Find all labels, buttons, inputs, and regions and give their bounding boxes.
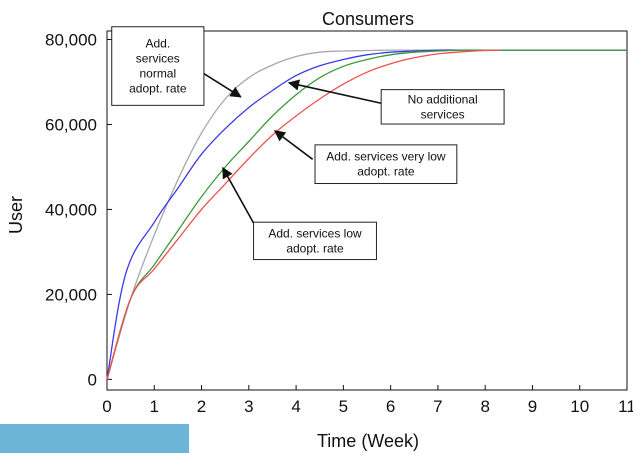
annotation-text: services — [136, 52, 180, 66]
annotation-text: Add. services low — [268, 226, 362, 240]
x-tick-label: 5 — [339, 397, 348, 416]
y-tick-label: 40,000 — [45, 200, 97, 219]
x-tick-label: 1 — [150, 397, 159, 416]
y-tick-label: 80,000 — [45, 30, 97, 49]
chart-title: Consumers — [322, 9, 414, 29]
annotation-frame — [111, 26, 205, 106]
annotation-arrow — [273, 130, 314, 160]
x-tick-label: 8 — [480, 397, 489, 416]
series-line-4 — [106, 49, 500, 380]
x-axis-ticks: 0 1 2 3 4 5 6 7 8 9 10 11 — [102, 385, 633, 416]
y-axis-title: User — [6, 196, 26, 234]
x-tick-label: 9 — [528, 397, 537, 416]
blue-footer-bar — [0, 424, 189, 453]
x-tick-label: 3 — [244, 397, 253, 416]
annotation-text: normal — [139, 67, 176, 81]
x-tick-label: 0 — [102, 397, 111, 416]
annotation-text: services — [421, 107, 465, 121]
x-tick-label: 6 — [386, 397, 395, 416]
annotation-text: adopt. rate — [129, 82, 187, 96]
series-line-3 — [106, 49, 627, 380]
x-tick-label: 2 — [197, 397, 206, 416]
y-axis-ticks: 0 20,000 40,000 60,000 80,000 — [45, 30, 112, 389]
annotation-text: adopt. rate — [286, 241, 344, 255]
y-tick-label: 0 — [88, 370, 97, 389]
annotation-text: Add. — [145, 37, 170, 51]
y-tick-label: 20,000 — [45, 285, 97, 304]
annotation-frame — [314, 144, 458, 185]
series-layer — [106, 49, 627, 380]
y-tick-label: 60,000 — [45, 115, 97, 134]
annotation-text: adopt. rate — [357, 165, 415, 179]
annotation-text: No additional — [408, 92, 478, 106]
annotation-frame — [380, 89, 505, 125]
x-tick-label: 7 — [433, 397, 442, 416]
x-tick-label: 10 — [570, 397, 589, 416]
x-tick-label: 11 — [618, 397, 633, 416]
x-axis-title: Time (Week) — [317, 431, 419, 451]
plot-area-frame — [106, 30, 628, 391]
annotation-frame — [253, 221, 377, 261]
annotation-arrow — [222, 166, 255, 224]
x-tick-label: 4 — [291, 397, 300, 416]
annotation-text: Add. services very low — [326, 150, 446, 164]
annotation-arrow — [287, 79, 382, 105]
